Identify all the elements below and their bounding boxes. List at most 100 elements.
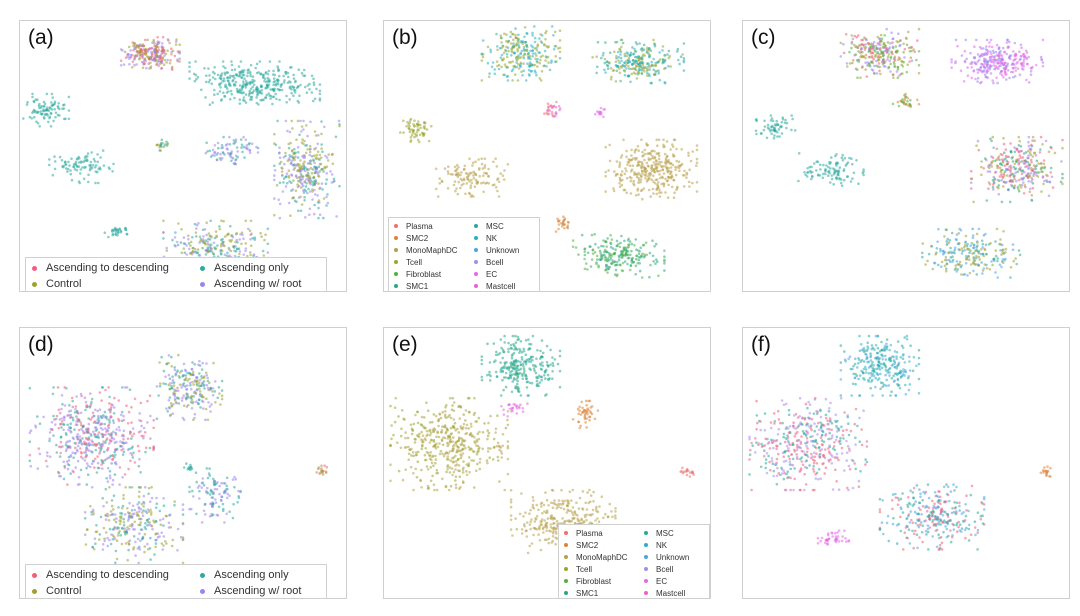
data-point <box>808 169 812 173</box>
data-point <box>241 69 244 72</box>
data-point <box>604 190 607 193</box>
data-point <box>1002 230 1005 233</box>
data-point <box>472 174 475 177</box>
data-point <box>910 45 914 49</box>
data-point <box>280 170 284 173</box>
data-point <box>130 486 134 489</box>
data-point <box>1019 43 1023 47</box>
data-point <box>91 411 95 415</box>
data-point <box>1041 170 1044 174</box>
data-point <box>324 182 328 185</box>
data-point <box>830 174 834 177</box>
data-point <box>131 434 134 438</box>
data-point <box>512 45 515 49</box>
data-point <box>111 454 115 457</box>
data-point <box>615 160 619 163</box>
data-point <box>45 451 49 454</box>
data-point <box>67 428 70 432</box>
data-point <box>595 55 598 58</box>
data-point <box>1006 62 1010 65</box>
data-point <box>776 135 779 138</box>
data-point <box>521 42 525 46</box>
data-point <box>946 237 949 241</box>
data-point <box>117 425 121 429</box>
data-point <box>856 46 860 49</box>
data-point <box>118 483 121 486</box>
data-point <box>300 166 303 169</box>
data-point <box>181 522 185 526</box>
data-point <box>531 45 534 49</box>
data-point <box>1050 175 1054 179</box>
data-point <box>457 166 460 169</box>
data-point <box>59 474 62 478</box>
data-point <box>517 40 520 44</box>
data-point <box>987 187 990 190</box>
data-point <box>682 42 686 45</box>
data-point <box>278 181 282 184</box>
data-point <box>514 36 517 39</box>
data-point <box>972 259 976 263</box>
data-point <box>780 124 783 128</box>
data-point <box>531 49 534 52</box>
data-point <box>480 79 484 82</box>
data-point <box>87 417 90 420</box>
data-point <box>481 167 485 170</box>
data-point <box>511 32 515 36</box>
data-point <box>128 388 132 391</box>
data-point <box>325 195 328 199</box>
data-point <box>635 257 638 261</box>
data-point <box>1011 179 1014 182</box>
data-point <box>898 44 901 48</box>
data-point <box>290 189 293 192</box>
data-point <box>306 162 310 165</box>
data-point <box>638 64 642 68</box>
data-point <box>523 35 526 39</box>
data-point <box>469 184 473 187</box>
data-point <box>87 464 90 468</box>
data-point <box>861 50 864 54</box>
data-point <box>178 376 181 379</box>
data-point <box>42 415 45 419</box>
data-point <box>1041 143 1044 146</box>
data-point <box>206 243 209 246</box>
data-point <box>1061 182 1064 186</box>
data-point <box>263 79 266 83</box>
data-point <box>623 52 627 56</box>
data-point <box>140 44 143 48</box>
data-point <box>654 242 658 246</box>
data-point <box>883 34 886 37</box>
data-point <box>241 233 244 237</box>
data-point <box>959 69 963 72</box>
data-point <box>960 273 963 276</box>
data-point <box>667 64 670 68</box>
data-point <box>771 119 775 123</box>
data-point <box>505 33 508 36</box>
data-point <box>208 74 211 77</box>
data-point <box>236 240 239 244</box>
data-point <box>661 49 664 52</box>
data-point <box>235 238 238 242</box>
data-point <box>308 177 311 180</box>
data-point <box>598 249 602 253</box>
data-point <box>983 60 987 64</box>
data-point <box>643 253 646 256</box>
data-point <box>191 246 194 250</box>
data-point <box>83 166 86 169</box>
data-point <box>844 33 848 36</box>
data-point <box>892 76 895 79</box>
data-point <box>321 150 324 153</box>
data-point <box>127 527 131 531</box>
data-point <box>65 460 69 463</box>
legend-label: NK <box>486 233 498 243</box>
data-point <box>965 57 968 61</box>
data-point <box>893 55 897 59</box>
data-point <box>146 56 150 59</box>
data-point <box>985 75 988 79</box>
data-point <box>997 47 1001 50</box>
data-point <box>62 415 66 419</box>
data-point <box>838 177 841 181</box>
data-point <box>614 80 618 83</box>
data-point <box>253 236 256 239</box>
data-point <box>218 90 222 93</box>
data-point <box>671 145 675 148</box>
